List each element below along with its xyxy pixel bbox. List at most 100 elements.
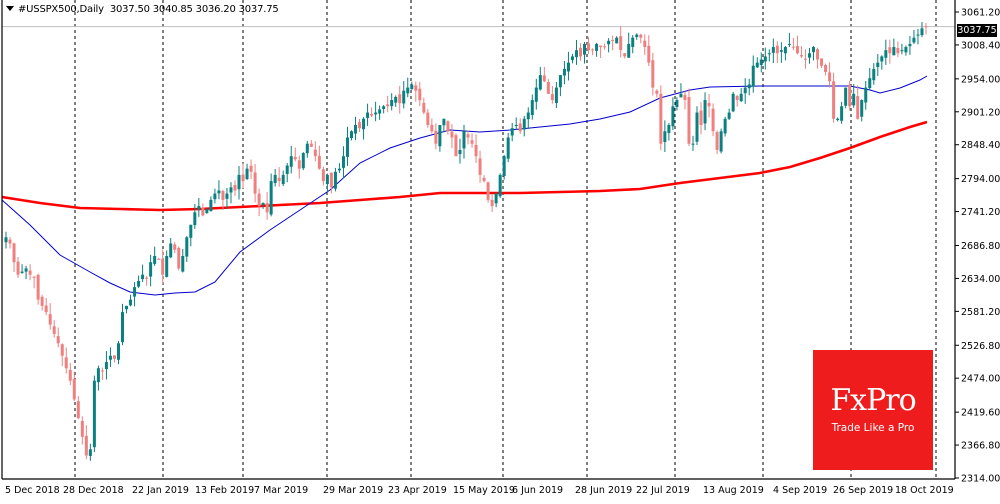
price-tick-label: 2366.80 [961, 441, 1000, 452]
candle-body [868, 78, 872, 89]
candle-body [916, 34, 920, 36]
candle-body [603, 46, 607, 48]
candle-body [482, 177, 486, 182]
date-tick-label: 5 Dec 2018 [5, 485, 60, 496]
candle-body [711, 108, 715, 132]
candle-body [233, 184, 237, 191]
price-tick-label: 3008.40 [961, 40, 1000, 51]
candle-body [703, 100, 707, 124]
price-axis[interactable]: 3061.20 3008.40 2954.00 2901.20 2848.40 2794.… [955, 8, 1000, 485]
candle-body [145, 277, 149, 279]
candle-body [494, 193, 498, 204]
candle-body [426, 112, 430, 126]
candle-body [406, 87, 410, 94]
date-tick-label: 18 Oct 2019 [895, 485, 954, 496]
candle-body [486, 182, 490, 200]
date-tick-label: 7 Mar 2019 [254, 485, 308, 496]
candle-body [84, 435, 88, 456]
time-axis[interactable]: 5 Dec 2018 28 Dec 2018 22 Jan 2019 13 Feb 2… [5, 485, 954, 496]
candle-body [289, 156, 293, 167]
candle-body [840, 106, 844, 121]
candle-body [647, 45, 651, 63]
candle-body [904, 47, 908, 53]
candle-body [153, 255, 157, 264]
candle-body [386, 104, 390, 107]
candle-body [771, 47, 775, 53]
date-tick-label: 22 Jan 2019 [132, 485, 189, 496]
candle-body [410, 84, 414, 90]
candle-body [450, 131, 454, 138]
candle-body [735, 95, 739, 101]
candle-body [803, 58, 807, 60]
candle-body [635, 34, 639, 38]
candle-body [72, 379, 76, 400]
date-tick-label: 29 Mar 2019 [323, 485, 383, 496]
candle-body [165, 255, 169, 277]
candle-body [578, 47, 582, 57]
candle-body [715, 132, 719, 150]
candle-body [121, 312, 125, 343]
candle-body [558, 75, 562, 88]
candle-body [478, 158, 482, 175]
candle-body [562, 68, 566, 76]
candle-body [510, 128, 514, 136]
candle-body [237, 174, 241, 190]
candle-body [20, 271, 24, 273]
candle-body [137, 280, 141, 287]
candle-body [301, 153, 305, 169]
candle-body [197, 206, 201, 210]
candle-body [820, 58, 824, 66]
candle-body [104, 361, 108, 370]
candle-body [209, 199, 213, 212]
candle-body [297, 160, 301, 169]
candle-body [64, 357, 68, 369]
candle-body [213, 193, 217, 200]
candle-body [470, 140, 474, 144]
candle-body [225, 193, 229, 199]
candle-body [816, 49, 820, 60]
date-tick-label: 26 Sep 2019 [833, 485, 893, 496]
candle-body [739, 93, 743, 102]
candle-body [354, 125, 358, 134]
candle-body [542, 75, 546, 82]
candle-body [908, 43, 912, 47]
candle-body [221, 190, 225, 200]
candle-body [530, 100, 534, 115]
candle-body [912, 37, 916, 43]
symbol-label: #USSPX500,Daily [18, 4, 104, 15]
candle-body [133, 287, 137, 297]
collapse-triangle-icon[interactable] [6, 6, 14, 11]
candle-body [434, 130, 438, 144]
date-tick-label: 15 May 2019 [453, 485, 515, 496]
candle-body [24, 268, 28, 272]
candle-body [743, 87, 747, 94]
candle-body [341, 156, 345, 168]
candle-body [699, 110, 703, 126]
candle-body [643, 40, 647, 48]
candle-body [205, 209, 209, 214]
price-tick-label: 2901.20 [961, 107, 1000, 118]
candle-body [787, 43, 791, 45]
price-tick-label: 2581.20 [961, 307, 1000, 318]
candle-body [623, 53, 627, 57]
candle-body [667, 125, 671, 133]
candle-body [619, 36, 623, 51]
candle-body [775, 45, 779, 54]
candle-body [398, 94, 402, 104]
candle-body [719, 131, 723, 152]
candle-body [177, 247, 181, 269]
candle-body [526, 112, 530, 120]
price-tick-label: 2419.60 [961, 408, 1000, 419]
candle-body [554, 87, 558, 103]
candle-body [836, 118, 840, 121]
candle-body [498, 174, 502, 197]
candle-body [141, 274, 145, 280]
candle-body [651, 60, 655, 88]
candle-body [442, 118, 446, 126]
candle-body [896, 48, 900, 54]
date-tick-label: 28 Jun 2019 [575, 485, 632, 496]
candle-body [96, 368, 100, 383]
candle-body [920, 28, 924, 36]
candle-body [860, 100, 864, 117]
